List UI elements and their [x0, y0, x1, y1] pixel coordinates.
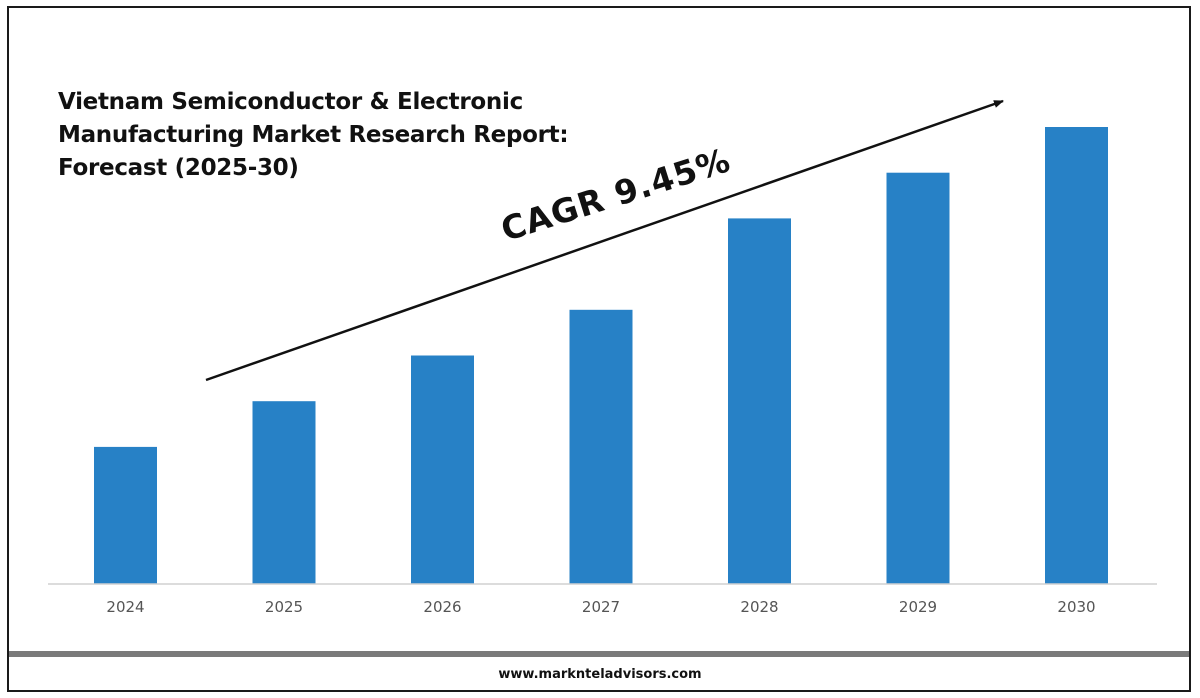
- bar-2026: [411, 355, 474, 584]
- bar-2025: [252, 401, 316, 584]
- footer-divider: [9, 651, 1189, 657]
- cagr-trend-arrow: [205, 99, 1004, 382]
- x-tick-label-2028: 2028: [740, 598, 778, 616]
- x-tick-label-2024: 2024: [106, 598, 144, 616]
- bar-2024: [94, 446, 157, 584]
- chart-title-line-2: Manufacturing Market Research Report:: [58, 122, 569, 148]
- x-tick-label-2030: 2030: [1057, 598, 1095, 616]
- chart-title-line-1: Vietnam Semiconductor & Electronic: [58, 89, 523, 115]
- bar-2028: [728, 218, 791, 584]
- bar-2029: [886, 172, 950, 584]
- x-tick-label-2027: 2027: [582, 598, 620, 616]
- x-tick-label-2026: 2026: [423, 598, 461, 616]
- x-tick-label-2029: 2029: [899, 598, 937, 616]
- footer-website: www.marknteladvisors.com: [498, 667, 702, 682]
- x-tick-label-2025: 2025: [265, 598, 303, 616]
- chart-title: Vietnam Semiconductor & Electronic Manuf…: [58, 86, 618, 185]
- bar-2027: [569, 309, 633, 584]
- chart-title-line-3: Forecast (2025-30): [58, 155, 299, 181]
- bar-2030: [1045, 127, 1108, 584]
